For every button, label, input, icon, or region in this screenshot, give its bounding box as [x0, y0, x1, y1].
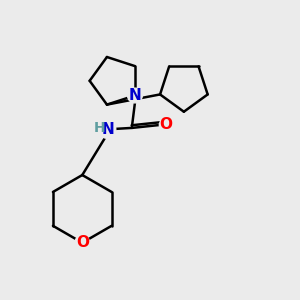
Text: N: N — [128, 88, 141, 103]
Text: O: O — [159, 118, 172, 133]
Circle shape — [159, 118, 172, 131]
Circle shape — [75, 236, 90, 250]
Circle shape — [128, 88, 142, 103]
Text: N: N — [102, 122, 115, 137]
Text: O: O — [76, 235, 89, 250]
Circle shape — [98, 121, 116, 138]
Text: H: H — [94, 121, 106, 135]
